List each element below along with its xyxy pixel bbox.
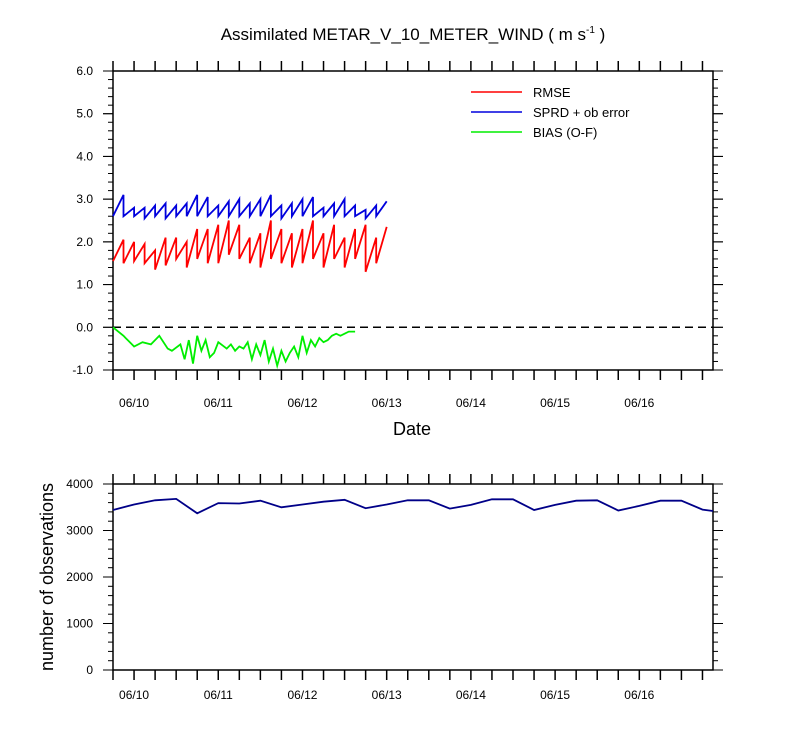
y-tick-label: 0 <box>86 663 93 677</box>
y-tick-label: 1.0 <box>76 278 93 292</box>
x-tick-label: 06/12 <box>287 396 317 410</box>
legend-item-sprd: SPRD + ob error <box>471 105 630 120</box>
chart-title-main: Assimilated METAR_V_10_METER_WIND ( m s <box>221 25 586 44</box>
chart-title: Assimilated METAR_V_10_METER_WIND ( m s-… <box>221 25 606 44</box>
y-tick-label: 4000 <box>66 477 93 491</box>
bottom-plot-frame <box>112 483 714 671</box>
top-series <box>112 194 388 370</box>
chart-title-superscript: -1 <box>586 25 595 36</box>
bottom-x-tick-labels: 06/10 06/11 06/12 06/13 06/14 06/15 06/16 <box>119 688 655 702</box>
top-axis-ticks <box>103 61 723 380</box>
y-tick-label: 5.0 <box>76 107 93 121</box>
x-tick-label: 06/10 <box>119 396 149 410</box>
x-tick-label: 06/16 <box>624 688 654 702</box>
y-tick-label: 2000 <box>66 570 93 584</box>
bottom-y-axis-label: number of observations <box>37 483 57 671</box>
series-line-rmse <box>112 220 388 273</box>
legend-item-rmse: RMSE <box>471 85 571 100</box>
bottom-y-tick-labels: 4000 3000 2000 1000 0 <box>66 477 93 677</box>
series-rmse <box>112 220 388 273</box>
legend-item-bias: BIAS (O-F) <box>471 125 597 140</box>
x-tick-label: 06/11 <box>204 396 233 410</box>
series-sprd <box>112 194 388 222</box>
y-tick-label: 1000 <box>66 617 93 631</box>
y-tick-label: 2.0 <box>76 235 93 249</box>
legend-label-sprd: SPRD + ob error <box>533 105 630 120</box>
legend-label-rmse: RMSE <box>533 85 571 100</box>
legend: RMSE SPRD + ob error BIAS (O-F) <box>471 85 630 140</box>
top-x-axis-label: Date <box>393 419 431 439</box>
y-tick-label: 4.0 <box>76 149 93 163</box>
x-tick-label: 06/11 <box>204 688 233 702</box>
bottom-series <box>112 497 714 515</box>
x-tick-label: 06/10 <box>119 688 149 702</box>
x-tick-label: 06/15 <box>540 396 570 410</box>
x-tick-label: 06/12 <box>287 688 317 702</box>
bottom-axis-ticks <box>103 474 723 680</box>
legend-label-bias: BIAS (O-F) <box>533 125 597 140</box>
y-tick-label: 6.0 <box>76 64 93 78</box>
chart-title-close: ) <box>595 25 605 44</box>
y-tick-label: 3000 <box>66 524 93 538</box>
top-y-tick-labels: 6.0 5.0 4.0 3.0 2.0 1.0 0.0 -1.0 <box>72 64 93 377</box>
x-tick-label: 06/14 <box>456 396 486 410</box>
top-x-tick-labels: 06/10 06/11 06/12 06/13 06/14 06/15 06/16 <box>119 396 655 410</box>
top-panel: 6.05.04.03.02.01.00.0-1.0 06/10 06/11 06/1… <box>72 61 723 439</box>
series-line-obs <box>112 497 714 515</box>
x-tick-label: 06/13 <box>372 396 402 410</box>
top-plot-frame <box>112 70 714 371</box>
series-line-bias <box>112 326 356 370</box>
y-tick-label: -1.0 <box>72 363 93 377</box>
x-tick-label: 06/14 <box>456 688 486 702</box>
x-tick-label: 06/13 <box>372 688 402 702</box>
x-tick-label: 06/15 <box>540 688 570 702</box>
x-tick-label: 06/16 <box>624 396 654 410</box>
series-line-sprd <box>112 194 388 222</box>
y-tick-label: 3.0 <box>76 192 93 206</box>
y-tick-label: 0.0 <box>76 320 93 334</box>
